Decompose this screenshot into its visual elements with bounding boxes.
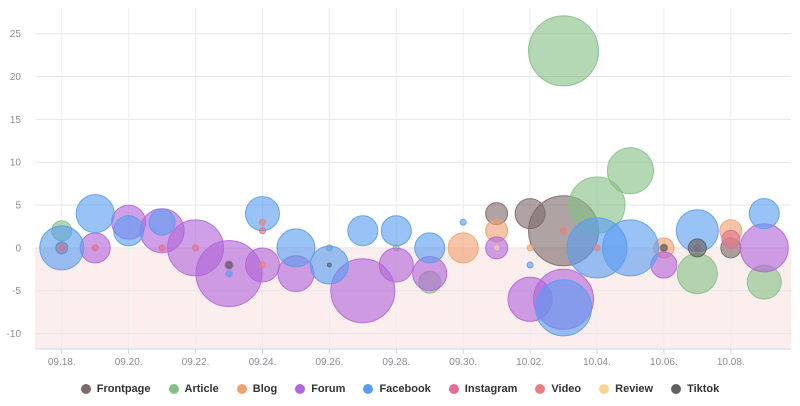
bubble-article[interactable] bbox=[528, 15, 600, 87]
bubble-facebook[interactable] bbox=[535, 279, 593, 337]
y-tick-label: -5 bbox=[12, 286, 21, 297]
bubble-tiktok[interactable] bbox=[687, 238, 707, 258]
bubble-forum[interactable] bbox=[330, 258, 396, 324]
series-article bbox=[51, 15, 782, 300]
series-tiktok bbox=[225, 238, 707, 269]
bubble-instagram[interactable] bbox=[192, 244, 200, 252]
x-tick-label: 09.22. bbox=[182, 357, 210, 368]
y-tick-label: 25 bbox=[10, 29, 22, 40]
x-tick-label: 09.30. bbox=[449, 357, 477, 368]
bubble-blog[interactable] bbox=[447, 232, 479, 264]
series-video bbox=[258, 218, 601, 269]
bubble-forum[interactable] bbox=[739, 223, 789, 273]
legend-marker bbox=[448, 384, 459, 394]
bubble-video[interactable] bbox=[593, 244, 601, 252]
bubbles-layer bbox=[39, 15, 789, 337]
bubble-instagram[interactable] bbox=[58, 244, 66, 252]
legend-marker bbox=[599, 384, 610, 394]
y-tick-label: 15 bbox=[10, 115, 22, 126]
bubble-facebook[interactable] bbox=[526, 261, 534, 269]
bubble-facebook[interactable] bbox=[276, 228, 316, 268]
x-tick-label: 10.04. bbox=[583, 357, 611, 368]
legend-item-tiktok[interactable]: Tiktok bbox=[671, 383, 719, 395]
bubble-facebook[interactable] bbox=[380, 215, 412, 247]
axis-layer: -10 -5 0 5 10 15 20 25 09.18. 09.20. 09.22. 09.24. 0… bbox=[7, 29, 791, 368]
legend-label: Forum bbox=[311, 383, 346, 395]
legend-label: Article bbox=[184, 383, 219, 395]
legend-item-facebook[interactable]: Facebook bbox=[363, 383, 431, 395]
y-tick-label: 20 bbox=[10, 72, 22, 83]
legend-marker bbox=[295, 384, 306, 394]
bubble-facebook[interactable] bbox=[601, 219, 659, 277]
y-tick-label: 10 bbox=[10, 158, 22, 169]
bubble-forum[interactable] bbox=[378, 247, 414, 283]
bubble-facebook[interactable] bbox=[459, 218, 467, 226]
legend-marker bbox=[671, 384, 682, 394]
bubble-facebook[interactable] bbox=[748, 198, 780, 230]
bubble-video[interactable] bbox=[560, 227, 568, 235]
y-tick-label: 0 bbox=[15, 243, 21, 254]
x-tick-label: 09.18. bbox=[48, 357, 76, 368]
bubble-article[interactable] bbox=[606, 147, 654, 195]
bubble-tiktok[interactable] bbox=[660, 244, 668, 252]
bubble-facebook[interactable] bbox=[225, 270, 233, 278]
series-instagram bbox=[58, 227, 741, 252]
legend-marker bbox=[535, 384, 546, 394]
legend-label: Blog bbox=[252, 383, 278, 395]
bubble-blog[interactable] bbox=[526, 244, 534, 252]
x-tick-label: 09.26. bbox=[315, 357, 343, 368]
x-tick-label: 10.06. bbox=[650, 357, 678, 368]
legend-label: Review bbox=[615, 383, 654, 395]
legend-item-frontpage[interactable]: Frontpage bbox=[80, 383, 151, 395]
x-tick-label: 10.02. bbox=[516, 357, 544, 368]
bubble-tiktok[interactable] bbox=[326, 262, 332, 268]
legend-marker bbox=[236, 384, 247, 394]
bubble-tiktok[interactable] bbox=[225, 261, 233, 269]
legend-item-instagram[interactable]: Instagram bbox=[448, 383, 518, 395]
bubble-chart: -10 -5 0 5 10 15 20 25 09.18. 09.20. 09.22. 09.24. 0… bbox=[7, 8, 791, 368]
chart-canvas: -10 -5 0 5 10 15 20 25 09.18. 09.20. 09.22. 09.24. 0… bbox=[7, 8, 791, 368]
x-tick-label: 09.28. bbox=[382, 357, 410, 368]
x-tick-label: 09.20. bbox=[115, 357, 143, 368]
bubble-article[interactable] bbox=[676, 253, 718, 295]
legend-label: Tiktok bbox=[687, 383, 720, 395]
bubble-facebook[interactable] bbox=[148, 208, 176, 236]
legend-label: Instagram bbox=[464, 383, 518, 395]
bubble-review[interactable] bbox=[494, 245, 500, 251]
legend-item-article[interactable]: Article bbox=[168, 383, 219, 395]
bubble-facebook[interactable] bbox=[414, 232, 446, 264]
legend-label: Frontpage bbox=[96, 383, 151, 395]
bubble-facebook[interactable] bbox=[113, 215, 145, 247]
legend-marker bbox=[363, 384, 374, 394]
bubble-video[interactable] bbox=[258, 218, 266, 226]
bubble-instagram[interactable] bbox=[158, 244, 166, 252]
legend-item-blog[interactable]: Blog bbox=[236, 383, 278, 395]
legend-item-video[interactable]: Video bbox=[535, 383, 581, 395]
series-review bbox=[494, 245, 500, 251]
bubble-facebook[interactable] bbox=[347, 215, 379, 247]
legend-label: Facebook bbox=[379, 383, 431, 395]
y-tick-label: 5 bbox=[15, 201, 21, 212]
legend-marker bbox=[168, 384, 179, 394]
y-tick-label: -10 bbox=[7, 329, 22, 340]
x-tick-label: 09.24. bbox=[249, 357, 277, 368]
bubble-instagram[interactable] bbox=[91, 244, 99, 252]
bubble-instagram[interactable] bbox=[721, 229, 741, 249]
legend-item-review[interactable]: Review bbox=[599, 383, 653, 395]
bubble-facebook[interactable] bbox=[75, 194, 115, 234]
x-tick-label: 10.08. bbox=[717, 357, 745, 368]
bubble-instagram[interactable] bbox=[258, 227, 266, 235]
legend-marker bbox=[80, 384, 91, 394]
legend-label: Video bbox=[551, 383, 582, 395]
legend-item-forum[interactable]: Forum bbox=[295, 383, 345, 395]
legend: Frontpage Article Blog Forum Facebook Instagr… bbox=[0, 378, 800, 400]
bubble-video[interactable] bbox=[258, 261, 266, 269]
